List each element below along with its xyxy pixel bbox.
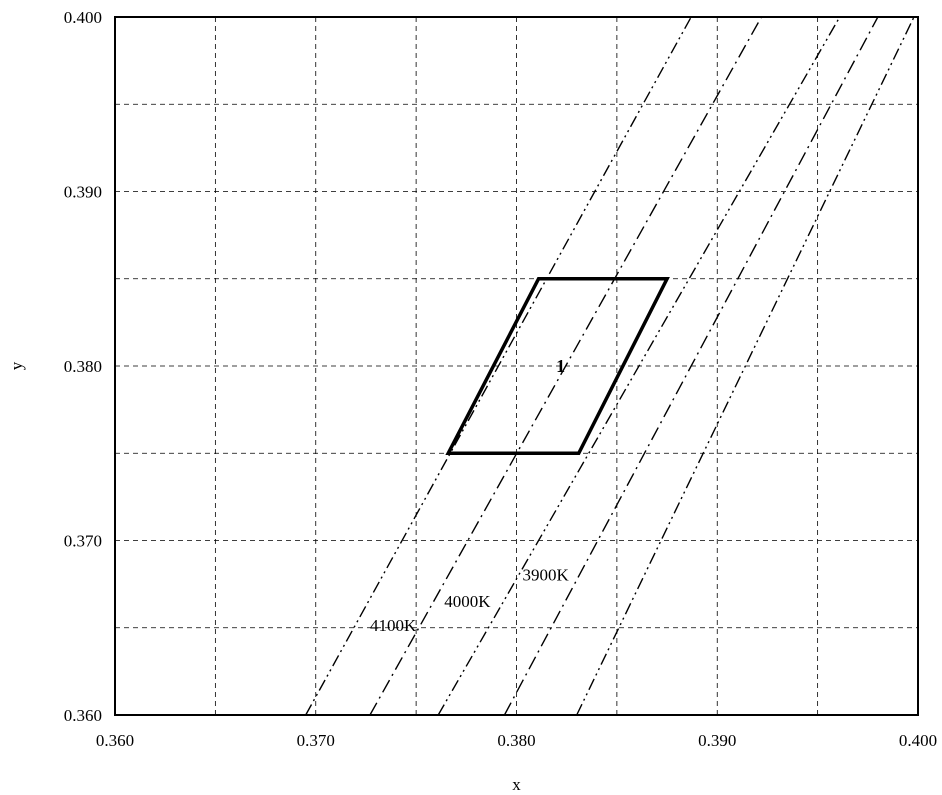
isotherm-line-5 <box>576 16 915 716</box>
x-tick-label: 0.400 <box>899 731 937 750</box>
tick-labels: 0.360 0.370 0.380 0.390 0.400 0.360 0.370 0.380… <box>64 8 937 750</box>
region-label: 1 <box>556 356 565 376</box>
isotherm-line-4 <box>503 16 879 716</box>
y-tick-label: 0.360 <box>64 706 102 725</box>
isotherm-line-1 <box>305 16 692 716</box>
y-tick-label: 0.400 <box>64 8 102 27</box>
cct-label-1: 4100K <box>370 616 417 635</box>
plot-frame <box>114 16 919 716</box>
x-tick-label: 0.380 <box>497 731 535 750</box>
x-tick-label: 0.360 <box>96 731 134 750</box>
annotations: 4100K 4000K 3900K <box>370 566 570 636</box>
y-tick-label: 0.370 <box>64 532 102 551</box>
isotherm-line-2 <box>369 16 763 716</box>
y-tick-label: 0.390 <box>64 183 102 202</box>
y-tick-label: 0.380 <box>64 357 102 376</box>
x-tick-label: 0.390 <box>698 731 736 750</box>
isotherm-lines <box>305 16 915 716</box>
isotherm-line-3 <box>437 16 841 716</box>
region: 1 <box>445 277 670 455</box>
x-axis-label: x <box>512 775 521 794</box>
x-tick-label: 0.370 <box>297 731 335 750</box>
cct-label-3: 3900K <box>523 566 570 585</box>
cct-label-2: 4000K <box>444 592 491 611</box>
y-axis-label: y <box>7 361 26 370</box>
grid <box>115 17 918 715</box>
region-outline <box>445 277 670 455</box>
